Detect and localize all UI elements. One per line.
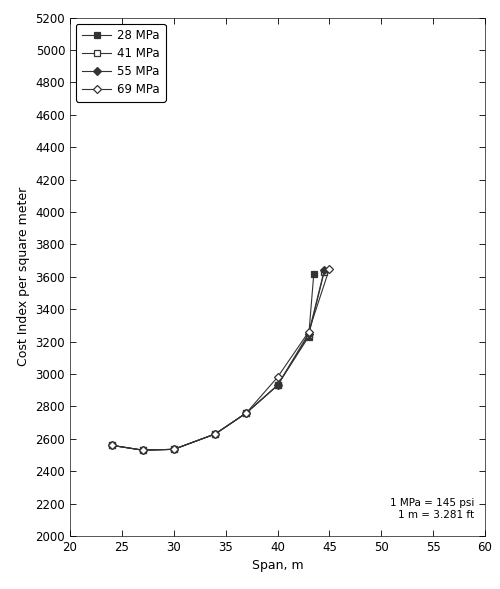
28 MPa xyxy=(244,409,250,416)
41 MPa xyxy=(212,431,218,438)
41 MPa xyxy=(140,446,145,454)
X-axis label: Span, m: Span, m xyxy=(252,560,304,573)
Line: 69 MPa: 69 MPa xyxy=(108,266,332,454)
55 MPa xyxy=(306,330,312,337)
55 MPa xyxy=(274,382,280,389)
69 MPa xyxy=(274,374,280,381)
69 MPa xyxy=(306,329,312,336)
Line: 28 MPa: 28 MPa xyxy=(108,270,317,454)
69 MPa xyxy=(171,446,177,453)
28 MPa xyxy=(140,446,145,454)
28 MPa xyxy=(306,333,312,340)
55 MPa xyxy=(140,446,145,454)
69 MPa xyxy=(326,265,332,272)
28 MPa xyxy=(171,446,177,453)
28 MPa xyxy=(212,431,218,438)
55 MPa xyxy=(108,442,114,449)
Line: 41 MPa: 41 MPa xyxy=(108,269,328,454)
55 MPa xyxy=(321,267,327,274)
28 MPa xyxy=(274,382,280,389)
Y-axis label: Cost Index per square meter: Cost Index per square meter xyxy=(17,187,30,366)
55 MPa xyxy=(244,409,250,416)
28 MPa xyxy=(108,442,114,449)
41 MPa xyxy=(108,442,114,449)
41 MPa xyxy=(244,409,250,416)
69 MPa xyxy=(108,442,114,449)
69 MPa xyxy=(244,409,250,416)
Text: 1 MPa = 145 psi
1 m = 3.281 ft: 1 MPa = 145 psi 1 m = 3.281 ft xyxy=(390,498,474,520)
69 MPa xyxy=(212,431,218,438)
41 MPa xyxy=(321,269,327,276)
41 MPa xyxy=(171,446,177,453)
41 MPa xyxy=(306,332,312,339)
69 MPa xyxy=(140,446,145,454)
55 MPa xyxy=(171,446,177,453)
28 MPa xyxy=(311,270,317,277)
55 MPa xyxy=(212,431,218,438)
Line: 55 MPa: 55 MPa xyxy=(108,267,328,454)
41 MPa xyxy=(274,382,280,389)
Legend: 28 MPa, 41 MPa, 55 MPa, 69 MPa: 28 MPa, 41 MPa, 55 MPa, 69 MPa xyxy=(76,24,166,101)
